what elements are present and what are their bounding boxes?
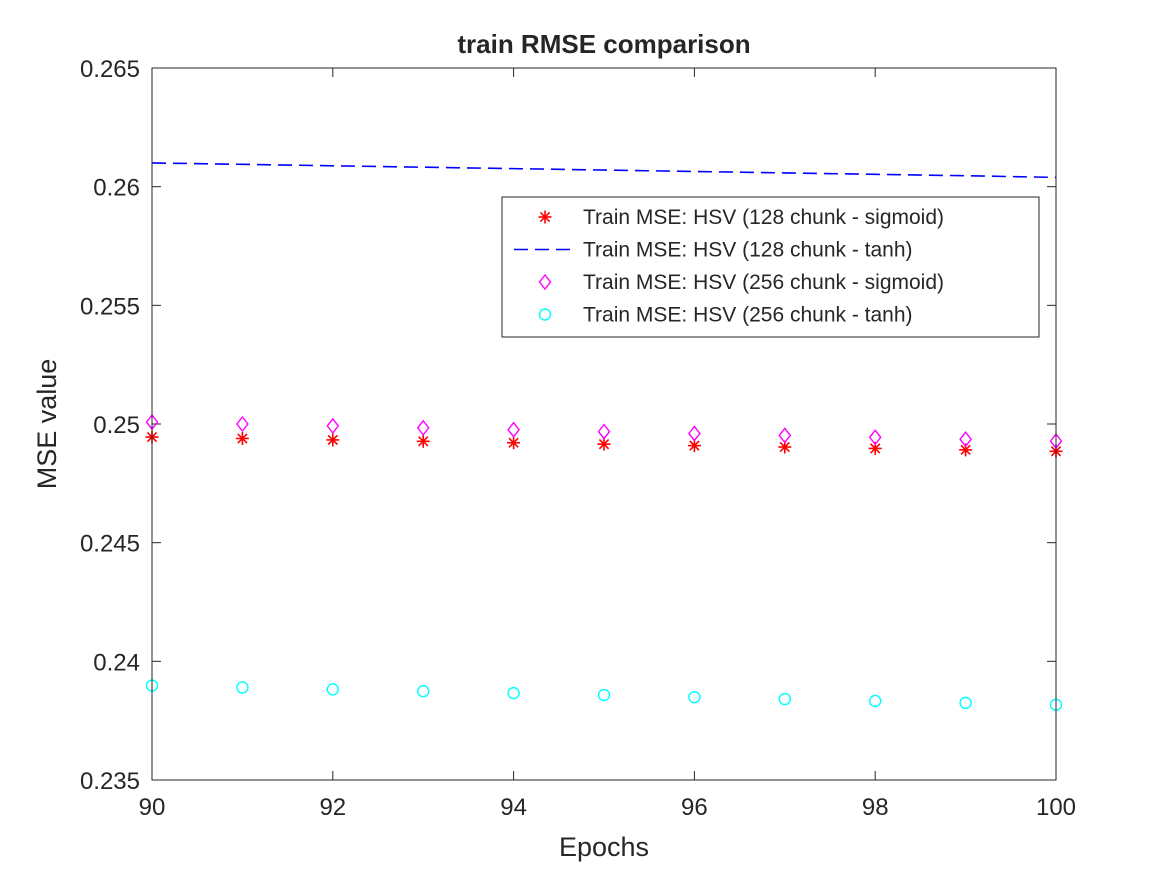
- data-point: [597, 437, 611, 451]
- x-tick-label: 90: [139, 794, 166, 821]
- legend-marker-sample: [538, 308, 552, 321]
- series-line: [151, 162, 1057, 179]
- data-point: [868, 429, 882, 446]
- data-point: [688, 425, 701, 442]
- y-tick-label: 0.235: [80, 768, 140, 795]
- data-point: [235, 431, 249, 445]
- legend-entry: Train MSE: HSV (128 chunk - tanh): [514, 239, 913, 262]
- legend-box: [501, 196, 1040, 338]
- legend-marker-sample: [538, 273, 552, 291]
- chart-title: train RMSE comparison: [457, 29, 750, 59]
- x-axis-label: Epochs: [559, 832, 649, 862]
- data-point: [778, 427, 792, 444]
- data-point: [959, 431, 972, 448]
- data-point: [778, 692, 791, 706]
- y-tick-label: 0.265: [80, 56, 140, 83]
- data-point: [236, 681, 249, 694]
- data-point: [959, 696, 972, 710]
- data-point: [416, 434, 430, 448]
- data-point: [416, 419, 430, 436]
- legend-entry: Train MSE: HSV (128 chunk - sigmoid): [538, 206, 944, 229]
- y-tick-label: 0.255: [80, 293, 140, 320]
- y-axis-label: MSE value: [32, 359, 62, 490]
- data-point: [236, 415, 249, 433]
- data-point: [688, 690, 701, 704]
- legend-entries: Train MSE: HSV (128 chunk - sigmoid) Trai…: [514, 206, 944, 327]
- data-point: [326, 683, 339, 696]
- x-tick-label: 96: [681, 794, 708, 821]
- series-1: [151, 162, 1057, 179]
- data-point: [417, 685, 430, 698]
- data-point: [597, 423, 611, 440]
- x-tick-label: 92: [319, 794, 346, 821]
- x-tick-label: 94: [500, 794, 527, 821]
- plot-frame: [151, 67, 1057, 781]
- series-0: [145, 430, 1063, 458]
- data-point: [326, 433, 340, 447]
- legend-label: Train MSE: HSV (128 chunk - sigmoid): [583, 206, 944, 229]
- data-point: [507, 686, 520, 700]
- y-tick-label: 0.25: [93, 412, 140, 439]
- x-tick-label: 98: [862, 794, 889, 821]
- y-tick-label: 0.24: [93, 649, 140, 676]
- data-point: [507, 436, 521, 450]
- y-tick-label: 0.245: [80, 531, 140, 558]
- data-point: [687, 439, 701, 453]
- legend-label: Train MSE: HSV (128 chunk - tanh): [583, 239, 913, 262]
- legend-marker-sample: [538, 210, 552, 224]
- axis-tick-labels: 90 92 94 96 98 100 0.235 0.24 0.245 0.25 0.255 0.26…: [80, 56, 1076, 821]
- legend-label: Train MSE: HSV (256 chunk - tanh): [583, 304, 913, 327]
- data-point: [778, 440, 792, 454]
- legend-label: Train MSE: HSV (256 chunk - sigmoid): [583, 271, 944, 294]
- data-point: [959, 443, 973, 457]
- legend: Train MSE: HSV (128 chunk - sigmoid) Trai…: [501, 196, 1040, 338]
- y-tick-label: 0.26: [93, 175, 140, 202]
- data-point: [869, 694, 882, 708]
- legend-entry: Train MSE: HSV (256 chunk - tanh): [538, 304, 913, 327]
- data-point: [507, 421, 520, 438]
- x-tick-label: 100: [1036, 794, 1076, 821]
- data-point: [597, 688, 611, 702]
- data-point: [326, 417, 340, 435]
- legend-entry: Train MSE: HSV (256 chunk - sigmoid): [538, 271, 944, 294]
